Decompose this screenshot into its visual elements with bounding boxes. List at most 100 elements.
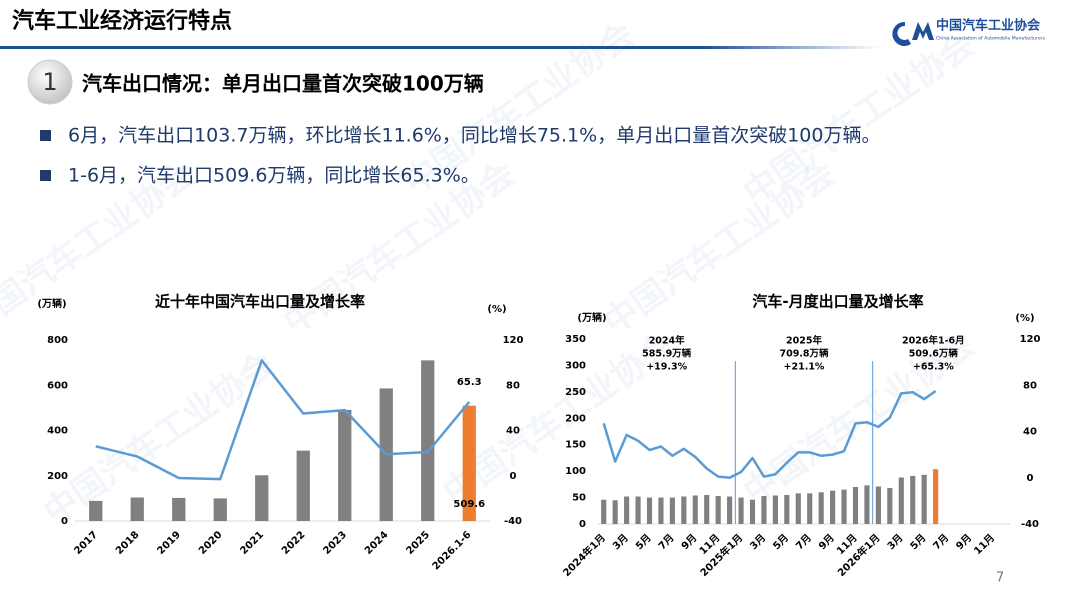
bar [296,450,310,521]
bar [646,497,653,524]
x-tick-label: 7月 [656,532,676,552]
watermark: 中国汽车工业协会 [36,344,282,533]
annotation: +21.1% [784,362,825,373]
x-tick-label: 3月 [885,532,905,552]
logo-text: 中国汽车工业协会 [936,18,1041,34]
bullet-text: 6月，汽车出口103.7万辆，环比增长11.6%，同比增长75.1%，单月出口量… [68,125,880,147]
bar [658,497,664,524]
logo-text-en: China Association of Automobile Manufact… [936,36,1046,42]
x-tick-label: 2020 [197,529,224,556]
y2-tick-label: 40 [1023,427,1037,438]
data-label: 65.3 [457,377,482,388]
y2-tick-label: 120 [1020,334,1041,345]
header-title: 汽车工业经济运行特点 [12,8,232,34]
x-tick-label: 2019 [156,529,183,556]
bar [421,360,435,521]
y2-tick-label: -40 [504,516,522,527]
bullet-marker [40,130,51,141]
bar [601,499,607,524]
y2-tick-label: 80 [506,380,520,391]
y-tick-label: 200 [565,413,586,424]
y-tick-label: 250 [565,387,586,398]
bar [624,496,630,524]
y-tick-label: 100 [565,466,586,477]
x-tick-label: 2018 [114,529,141,556]
y-tick-label: 0 [61,516,68,527]
chart-title: 汽车-月度出口量及增长率 [752,293,923,311]
x-tick-label: 3月 [748,532,768,552]
bar [830,490,836,524]
bar [715,495,721,524]
y-unit: (万辆) [37,297,66,310]
y-unit: (万辆) [577,311,606,324]
x-tick-label: 5月 [908,532,928,552]
annotation: 509.6万辆 [909,348,959,360]
bar [852,487,859,524]
annotation: 2026年1-6月 [902,335,965,347]
bar [807,493,813,524]
x-tick-label: 7月 [793,532,813,552]
bar [921,474,927,524]
y2-tick-label: 0 [1027,473,1034,484]
line [95,359,471,481]
x-tick-label: 2024 [363,529,390,556]
y-tick-label: 350 [565,334,586,345]
x-tick-label: 11月 [972,532,997,557]
y2-tick-label: 40 [506,426,520,437]
bar [213,498,227,521]
y-tick-label: 600 [47,380,68,391]
x-tick-label: 2021 [239,529,266,556]
bar [130,497,144,521]
watermark: 中国汽车工业协会 [596,154,842,343]
annotation: +65.3% [913,362,954,373]
x-tick-label: 7月 [931,532,951,552]
x-tick-label: 9月 [954,532,974,552]
bar [172,497,186,521]
bar [612,500,618,524]
section-badge [27,59,73,105]
bar [692,495,698,524]
bar [887,488,893,524]
y-tick-label: 300 [565,360,586,371]
x-tick-label: 2025 [405,529,432,556]
x-tick-label: 3月 [610,532,630,552]
bar [864,485,870,524]
bar [738,497,744,524]
section-title: 汽车出口情况：单月出口量首次突破100万辆 [82,72,484,96]
x-tick-label: 2017 [73,529,100,556]
bar [749,499,756,524]
y2-tick-label: -40 [1021,519,1039,530]
bar [462,405,476,521]
y2-unit: (%) [1015,313,1034,324]
bullet-text: 1-6月，汽车出口509.6万辆，同比增长65.3%。 [68,165,480,187]
y-tick-label: 800 [47,335,68,346]
page-number: 7 [996,571,1004,586]
y2-tick-label: 80 [1023,380,1037,391]
bar [704,494,710,524]
x-tick-label: 2022 [280,529,307,556]
bar [910,475,916,524]
y-tick-label: 50 [572,493,586,504]
x-tick-label: 5月 [771,532,791,552]
bar [635,496,641,524]
bar [795,493,801,524]
bar [89,500,103,521]
annotation: 2024年 [649,335,685,347]
y-tick-label: 200 [47,471,68,482]
bar [875,486,881,524]
annotation: +19.3% [646,362,687,373]
annotation: 585.9万辆 [642,348,692,360]
line [602,390,937,479]
watermark: 中国汽车工业协会 [736,24,982,213]
bar [761,495,767,524]
y-tick-label: 0 [579,519,586,530]
y2-unit: (%) [487,304,506,315]
x-tick-label: 2024年1月 [560,531,608,579]
x-tick-label: 2026.1-6 [431,529,474,572]
bar [727,496,733,524]
chart-title: 近十年中国汽车出口量及增长率 [155,293,365,311]
bar [772,495,778,524]
y-tick-label: 400 [47,426,68,437]
section-number: 1 [42,68,57,96]
